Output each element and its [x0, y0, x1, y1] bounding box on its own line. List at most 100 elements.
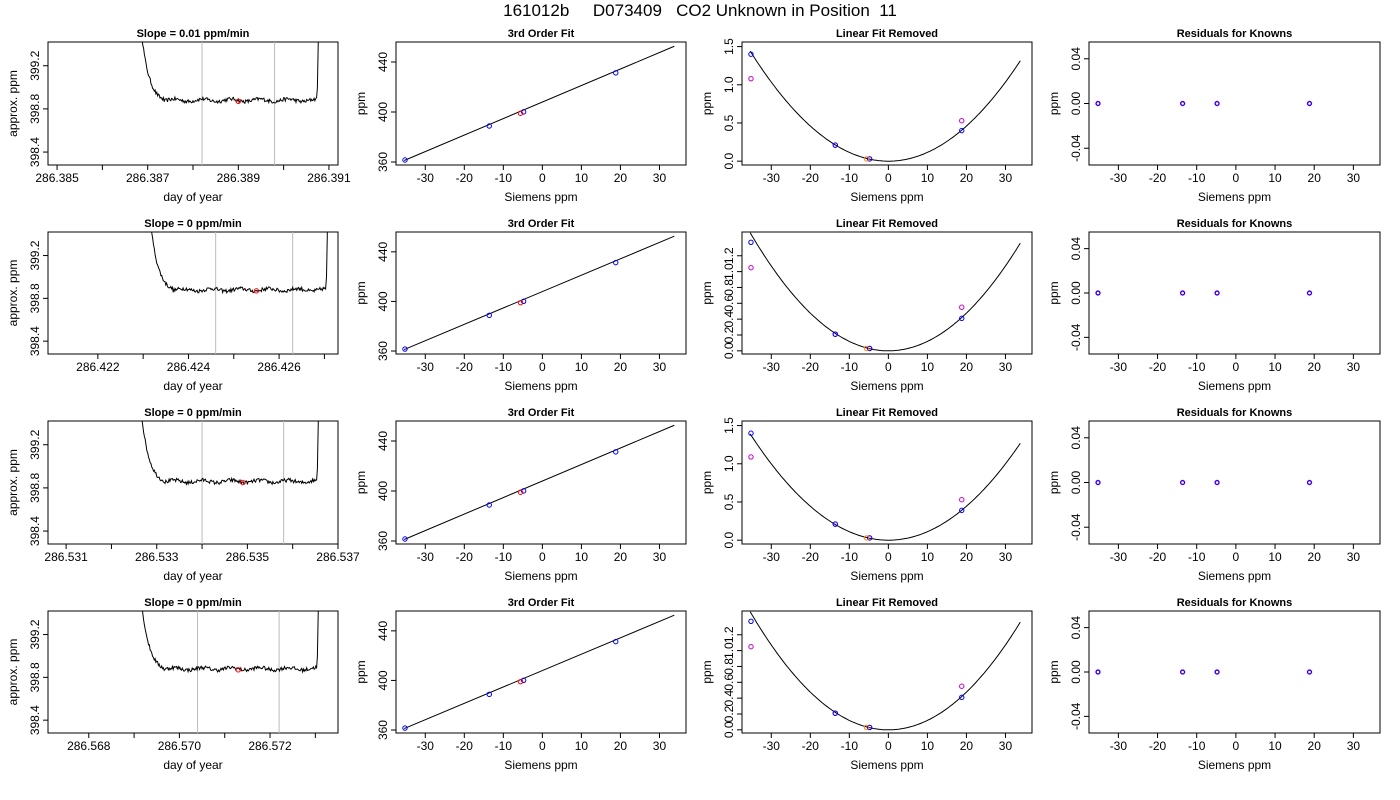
y-tick-label: 398.8	[28, 473, 42, 503]
y-tick-label: 1.0	[722, 455, 736, 472]
x-tick-label: 30	[1347, 360, 1361, 374]
fit-point	[959, 496, 965, 503]
x-tick-label: 20	[1308, 739, 1322, 753]
panel-fit-row-4: 3rd Order Fit -30 -20 -10 0 10 20 30 360 400 440 Si…	[354, 597, 687, 772]
x-tick-label: -30	[763, 550, 781, 564]
known-point	[520, 109, 527, 115]
x-tick-label: 10	[921, 171, 935, 185]
x-tick-label: -20	[1149, 171, 1167, 185]
panel-title: Linear Fit Removed	[836, 218, 938, 230]
x-tick-label: -20	[802, 171, 820, 185]
panel-title: Residuals for Knowns	[1177, 597, 1293, 609]
x-tick-label: 20	[614, 550, 628, 564]
x-tick-label: 286.385	[35, 171, 79, 185]
x-tick-label: 286.535	[226, 550, 270, 564]
quadratic-curve	[749, 611, 1021, 731]
x-tick-label: 20	[960, 171, 974, 185]
panel-linear_removed-row-1: Linear Fit Removed -30 -20 -10 0 10 20 30 0.0 0.5…	[700, 28, 1033, 204]
known-point	[486, 691, 492, 698]
x-tick-label: -30	[763, 360, 781, 374]
panel-title: 3rd Order Fit	[508, 218, 575, 230]
panel-residuals-row-3: Residuals for Knowns -30 -20 -10 0 10 20 30 -0.0…	[1047, 407, 1381, 583]
x-tick-label: 0	[885, 171, 892, 185]
y-axis-label: approx. ppm	[6, 449, 20, 516]
x-tick-label: 10	[1268, 171, 1282, 185]
panel-timeseries-row-1: Slope = 0.01 ppm/min 286.385 286.387 286.38…	[6, 28, 351, 204]
known-point	[959, 507, 965, 514]
plot-frame	[741, 420, 1033, 545]
x-axis-label: Siemens ppm	[504, 190, 577, 204]
x-tick-label: 10	[575, 550, 589, 564]
y-tick-label: 0.04	[1069, 426, 1083, 450]
y-tick-label: 360	[376, 720, 390, 740]
x-tick-label: 286.531	[44, 550, 88, 564]
known-point	[748, 51, 754, 57]
x-tick-label: -10	[495, 171, 513, 185]
panel-title: Residuals for Knowns	[1177, 407, 1293, 419]
x-tick-label: -20	[456, 171, 474, 185]
x-tick-label: 10	[1268, 550, 1282, 564]
panel-linear_removed-row-3: Linear Fit Removed -30 -20 -10 0 10 20 30 0.0 0.5…	[700, 407, 1033, 583]
known-point	[613, 449, 619, 455]
unknown-point	[517, 678, 524, 685]
unknown-point	[863, 345, 870, 352]
x-tick-label: -30	[763, 739, 781, 753]
plot-frame	[47, 610, 339, 734]
y-axis-label: ppm	[700, 281, 714, 304]
x-tick-label: 286.389	[217, 171, 261, 185]
mean-point	[253, 288, 260, 294]
y-tick-label: 1.0	[722, 263, 736, 280]
panel-residuals-row-4: Residuals for Knowns -30 -20 -10 0 10 20 30 -0.0…	[1047, 597, 1381, 772]
known-point	[866, 345, 873, 352]
panel-title: Linear Fit Removed	[836, 597, 938, 609]
x-tick-label: 20	[614, 360, 628, 374]
x-tick-label: -30	[1110, 550, 1128, 564]
panel-timeseries-row-2: Slope = 0 ppm/min 286.422 286.424 286.426 39…	[6, 218, 339, 393]
y-axis-label: approx. ppm	[6, 70, 20, 137]
y-tick-label: 398.8	[28, 94, 42, 124]
fit-point	[748, 643, 754, 650]
known-point	[866, 535, 873, 541]
x-tick-label: 30	[999, 739, 1013, 753]
fit-point	[959, 304, 965, 310]
known-point	[959, 694, 965, 701]
y-tick-label: 0.04	[1069, 616, 1083, 640]
x-axis-label: Siemens ppm	[504, 758, 577, 772]
y-tick-label: 0.04	[1069, 237, 1083, 261]
y-tick-label: 0.0	[722, 532, 736, 549]
panel-fit-row-1: 3rd Order Fit -30 -20 -10 0 10 20 30 360 400 440 Si…	[354, 28, 687, 204]
plot-area	[142, 611, 319, 733]
x-tick-label: 30	[653, 360, 667, 374]
x-tick-label: 0	[885, 550, 892, 564]
x-tick-label: 286.533	[135, 550, 179, 564]
known-point	[402, 157, 408, 163]
y-tick-label: 399.2	[28, 619, 42, 649]
y-axis-label: ppm	[354, 92, 368, 115]
panel-timeseries-row-4: Slope = 0 ppm/min 286.568 286.570 286.572 39…	[6, 597, 339, 772]
x-tick-label: -10	[495, 360, 513, 374]
x-axis-label: day of year	[163, 379, 222, 393]
known-point	[402, 346, 408, 352]
page-title: 161012b D073409 CO2 Unknown in Position …	[503, 1, 897, 20]
residual-point-known	[1214, 480, 1220, 485]
quadratic-curve	[749, 50, 1021, 162]
plot-area	[1095, 100, 1313, 107]
unknown-point	[863, 724, 870, 731]
x-tick-label: 0	[1233, 550, 1240, 564]
x-tick-label: 286.572	[248, 739, 292, 753]
known-point	[959, 315, 965, 322]
x-tick-label: -20	[456, 550, 474, 564]
x-tick-label: 286.422	[76, 360, 120, 374]
known-point	[832, 710, 838, 716]
x-tick-label: 20	[960, 739, 974, 753]
y-tick-label: 1.5	[722, 417, 736, 434]
y-tick-label: 440	[376, 242, 390, 262]
x-tick-label: 0	[539, 739, 546, 753]
x-tick-label: 10	[921, 550, 935, 564]
x-axis-label: day of year	[163, 569, 222, 583]
y-tick-label: 0.8	[722, 658, 736, 675]
y-axis-label: ppm	[354, 660, 368, 683]
plot-area	[141, 42, 319, 165]
plot-area	[141, 421, 319, 544]
